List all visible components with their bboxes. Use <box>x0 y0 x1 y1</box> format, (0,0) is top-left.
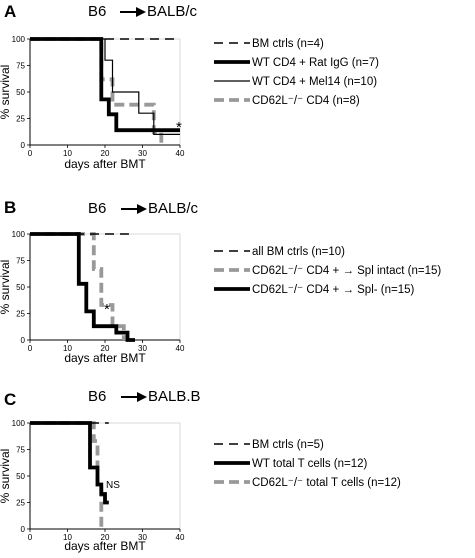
y-axis-label: % survival <box>0 260 12 315</box>
y-tick-label: 50 <box>16 283 25 292</box>
x-axis-label: days after BMT <box>64 351 146 365</box>
legend-label-2: WT total T cells (n=12) <box>252 458 368 470</box>
x-tick-label: 40 <box>176 533 185 542</box>
significance-annotation: * <box>176 119 182 136</box>
x-tick-label: 0 <box>28 149 33 158</box>
y-tick-label: 100 <box>12 230 26 239</box>
y-tick-label: 75 <box>16 257 25 266</box>
series-line-2 <box>30 37 180 133</box>
y-tick-label: 100 <box>12 419 26 428</box>
y-tick-label: 0 <box>21 336 26 345</box>
significance-annotation: NS <box>106 480 120 491</box>
panel-c: C B6 BALB.B 0 25 50 75 100 0 10 20 30 40 % survival da… <box>0 388 401 553</box>
y-tick-label: 50 <box>16 88 25 97</box>
legend-label-2: CD62L⁻/⁻ CD4 + → Spl intact (n=15) <box>252 265 441 277</box>
x-tick-label: 10 <box>63 149 72 158</box>
legend-label-1: BM ctrls (n=5) <box>252 439 324 451</box>
series-line-3 <box>30 232 135 342</box>
panel-title-target: BALB.B <box>148 388 201 405</box>
panel-b: B B6 BALB/c 0 25 50 75 100 0 10 20 30 40 % survival da… <box>0 198 441 365</box>
x-tick-label: 20 <box>101 149 110 158</box>
x-axis-label: days after BMT <box>64 157 146 171</box>
series-line-3 <box>30 38 180 135</box>
panel-title-source: B6 <box>88 200 106 217</box>
panel-title-source: B6 <box>88 3 106 20</box>
legend-label-2: WT CD4 + Rat IgG (n=7) <box>252 57 379 69</box>
legend-label-4: CD62L⁻/⁻ CD4 (n=8) <box>252 95 360 107</box>
x-tick-label: 40 <box>176 149 185 158</box>
x-tick-label: 20 <box>101 344 110 353</box>
y-tick-label: 50 <box>16 472 25 481</box>
legend-label-3: WT CD4 + Mel14 (n=10) <box>252 76 377 88</box>
plot-frame <box>29 422 181 530</box>
x-tick-label: 10 <box>63 344 72 353</box>
y-tick-label: 75 <box>16 62 25 71</box>
panel-letter: A <box>4 2 16 21</box>
legend-label-1: BM ctrls (n=4) <box>252 38 324 50</box>
panel-title-source: B6 <box>88 388 106 405</box>
y-axis-label: % survival <box>0 449 12 504</box>
x-axis-label: days after BMT <box>64 539 146 553</box>
legend-label-1: all BM ctrls (n=10) <box>252 246 345 258</box>
significance-annotation: * <box>104 301 110 318</box>
y-tick-label: 0 <box>21 141 26 150</box>
y-axis-label: % survival <box>0 65 12 120</box>
x-tick-label: 30 <box>138 344 147 353</box>
x-tick-label: 40 <box>176 344 185 353</box>
y-tick-label: 25 <box>16 115 25 124</box>
x-tick-label: 30 <box>138 533 147 542</box>
y-tick-label: 75 <box>16 446 25 455</box>
panel-letter: C <box>4 390 16 409</box>
panel-letter: B <box>4 198 16 217</box>
legend-label-3: CD62L⁻/⁻ CD4 + → Spl- (n=15) <box>252 284 415 296</box>
title-arrow-head <box>137 204 147 214</box>
x-tick-label: 10 <box>63 533 72 542</box>
panel-title-target: BALB/c <box>148 200 199 217</box>
x-tick-label: 30 <box>138 149 147 158</box>
legend-label-3: CD62L⁻/⁻ total T cells (n=12) <box>252 477 401 489</box>
y-tick-label: 25 <box>16 499 25 508</box>
series-line-2 <box>30 232 126 340</box>
y-tick-label: 0 <box>21 525 26 534</box>
title-arrow-head <box>137 392 147 402</box>
y-tick-label: 25 <box>16 310 25 319</box>
x-tick-label: 0 <box>28 533 33 542</box>
x-tick-label: 20 <box>101 533 110 542</box>
title-arrow-head <box>136 7 146 17</box>
y-tick-label: 100 <box>12 35 26 44</box>
series-line-2 <box>30 421 109 505</box>
panel-a: A B6 BALB/c 0 25 50 75 100 0 10 20 30 40 % survival da… <box>0 2 379 171</box>
x-tick-label: 0 <box>28 344 33 353</box>
plot-frame <box>29 233 181 341</box>
panel-title-target: BALB/c <box>147 3 198 20</box>
